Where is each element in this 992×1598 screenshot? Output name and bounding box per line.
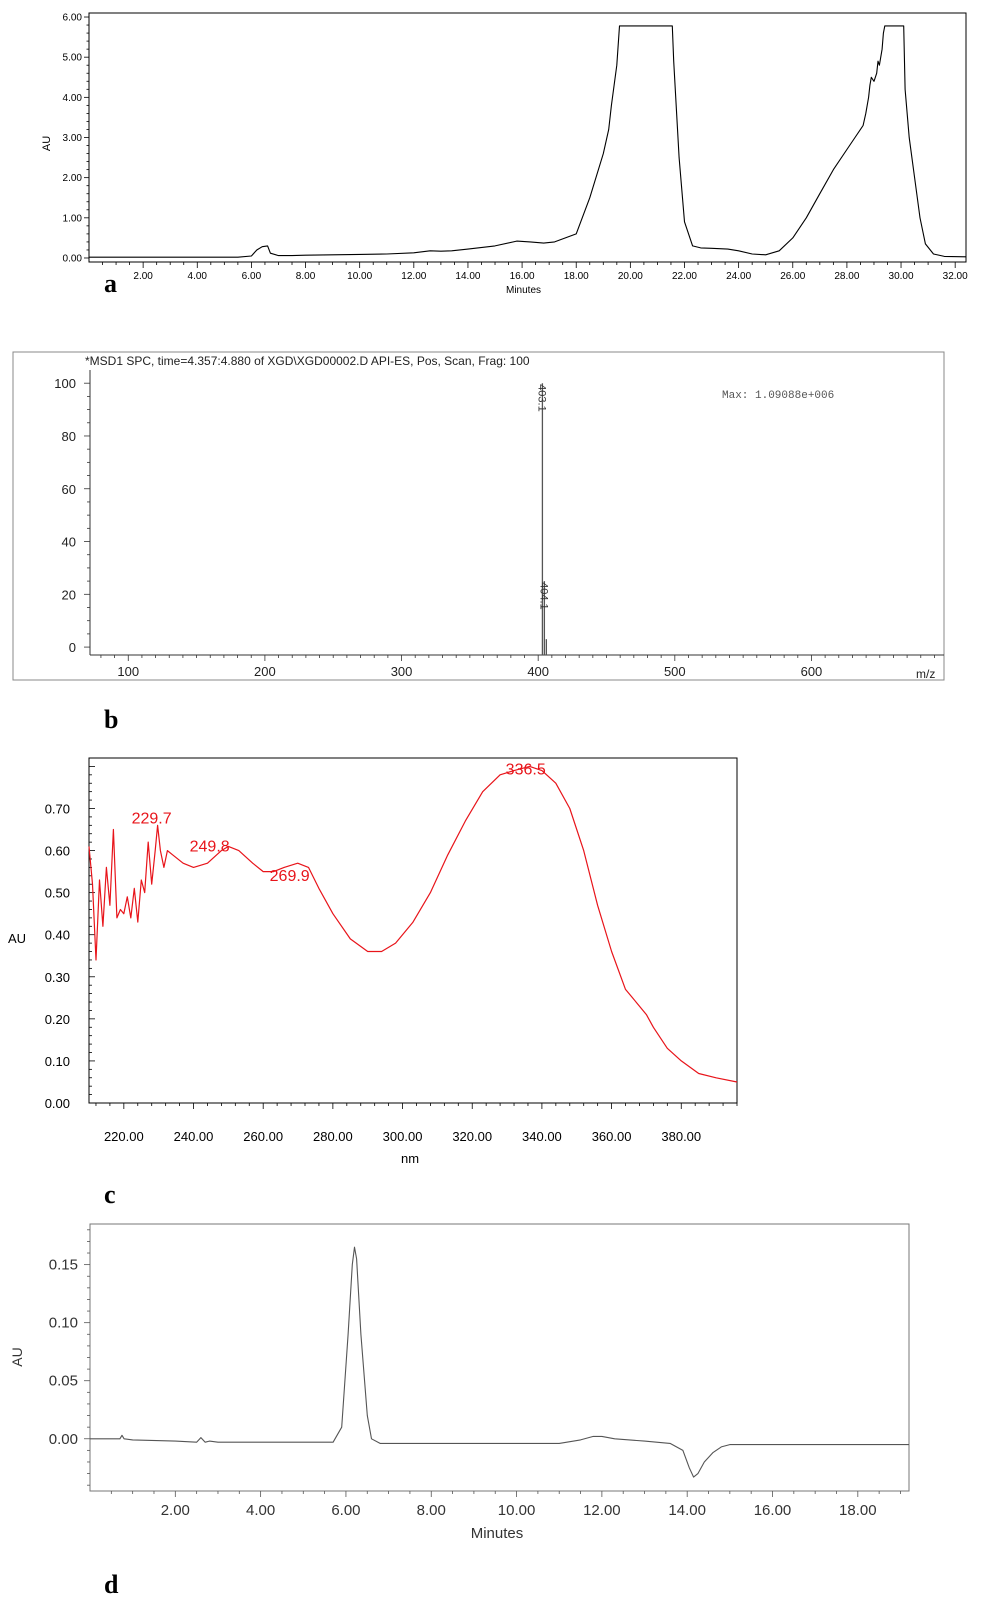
y-tick-label: 0.00: [49, 1431, 78, 1448]
panel-label-c: c: [104, 1180, 116, 1209]
y-tick-label: 40: [62, 535, 76, 550]
x-tick-label: 220.00: [104, 1129, 144, 1144]
y-tick-label: 0: [69, 640, 76, 655]
peak-label: 404.1: [537, 582, 549, 610]
peak-label: 229.7: [132, 810, 172, 827]
peak-label: 336.5: [506, 761, 546, 778]
x-tick-label: 10.00: [347, 271, 372, 282]
y-tick-label: 0.60: [45, 844, 70, 859]
panel-label-d: d: [104, 1570, 119, 1598]
x-tick-label: 8.00: [417, 1502, 446, 1519]
x-tick-label: 360.00: [592, 1129, 632, 1144]
x-tick-label: 320.00: [452, 1129, 492, 1144]
x-tick-label: 14.00: [455, 271, 480, 282]
x-tick-label: 4.00: [246, 1502, 275, 1519]
x-tick-label: 100: [117, 664, 139, 679]
y-tick-label: 0.15: [49, 1257, 78, 1274]
chart-c: 220.00 240.00 260.00 280.00 300.00 320.00 340.…: [8, 757, 738, 1166]
y-tick-label: 2.00: [63, 173, 83, 184]
x-tick-label: 280.00: [313, 1129, 353, 1144]
y-tick-label: 5.00: [63, 53, 83, 64]
y-tick-label: 0.70: [45, 801, 70, 816]
y-tick-label: 0.10: [49, 1315, 78, 1332]
x-tick-label: 32.00: [943, 271, 968, 282]
x-axis-label: nm: [401, 1151, 419, 1166]
plot-frame: [88, 12, 967, 263]
x-tick-label: 6.00: [242, 271, 262, 282]
series-line: [90, 1246, 909, 1478]
y-tick-label: 0.30: [45, 970, 70, 985]
y-tick-label: 80: [62, 429, 76, 444]
x-tick-label: 240.00: [174, 1129, 214, 1144]
y-tick-label: 0.10: [45, 1054, 70, 1069]
y-tick-label: 0.40: [45, 928, 70, 943]
x-tick-label: 600: [801, 664, 823, 679]
y-tick-label: 0.00: [63, 253, 83, 264]
y-tick-label: 6.00: [63, 13, 83, 24]
x-tick-label: 500: [664, 664, 686, 679]
series-line: [89, 25, 967, 258]
x-tick-label: 26.00: [780, 271, 805, 282]
x-tick-label: 10.00: [498, 1502, 536, 1519]
x-axis-label: Minutes: [506, 285, 541, 296]
x-tick-label: 24.00: [726, 271, 751, 282]
x-tick-label: 18.00: [564, 271, 589, 282]
max-annotation: Max: 1.09088e+006: [722, 390, 834, 402]
x-tick-label: 300: [391, 664, 413, 679]
y-tick-label: 100: [54, 376, 76, 391]
x-tick-label: 340.00: [522, 1129, 562, 1144]
plot-frame: [89, 1223, 910, 1492]
peak-label: 249.8: [190, 838, 230, 855]
x-tick-label: 260.00: [243, 1129, 283, 1144]
y-tick-label: 1.00: [63, 213, 83, 224]
chart-a: 2.00 4.00 6.00 8.00 10.00 12.00 14.00 16.00 18.0…: [41, 12, 968, 296]
panel-label-b: b: [104, 705, 118, 734]
x-tick-label: 2.00: [161, 1502, 190, 1519]
x-tick-label: 2.00: [133, 271, 153, 282]
x-tick-label: 28.00: [834, 271, 859, 282]
x-tick-label: 12.00: [583, 1502, 621, 1519]
x-tick-label: 22.00: [672, 271, 697, 282]
panel-label-a: a: [104, 269, 117, 298]
y-tick-label: 60: [62, 482, 76, 497]
y-axis-label: AU: [9, 1347, 25, 1366]
x-tick-label: 16.00: [510, 271, 535, 282]
y-tick-label: 0.05: [49, 1373, 78, 1390]
x-tick-label: 30.00: [889, 271, 914, 282]
x-tick-label: 16.00: [754, 1502, 792, 1519]
x-tick-label: 6.00: [331, 1502, 360, 1519]
chart-b: *MSD1 SPC, time=4.357:4.880 of XGD\XGD00…: [12, 351, 945, 681]
y-tick-label: 20: [62, 587, 76, 602]
x-axis-label: Minutes: [471, 1525, 524, 1542]
x-tick-label: 12.00: [401, 271, 426, 282]
series-line: [88, 765, 738, 1083]
plot-frame: [88, 757, 738, 1104]
x-tick-label: 8.00: [296, 271, 316, 282]
peak-label: 403.1: [535, 384, 547, 412]
y-axis-label: AU: [41, 136, 53, 151]
y-tick-label: 0.00: [45, 1096, 70, 1111]
y-axis-label: AU: [8, 931, 26, 946]
y-tick-label: 0.20: [45, 1012, 70, 1027]
x-axis-label: m/z: [916, 667, 935, 681]
panel-border: [12, 351, 945, 681]
chart-d: 2.00 4.00 6.00 8.00 10.00 12.00 14.00 16.00 18.0…: [9, 1223, 910, 1542]
peak-label: 269.9: [270, 868, 310, 885]
x-tick-label: 14.00: [668, 1502, 706, 1519]
y-tick-label: 4.00: [63, 93, 83, 104]
x-tick-label: 300.00: [383, 1129, 423, 1144]
x-tick-label: 4.00: [188, 271, 208, 282]
x-tick-label: 20.00: [618, 271, 643, 282]
chart-title: *MSD1 SPC, time=4.357:4.880 of XGD\XGD00…: [85, 354, 530, 368]
y-tick-label: 0.50: [45, 886, 70, 901]
y-tick-label: 3.00: [63, 133, 83, 144]
x-tick-label: 200: [254, 664, 276, 679]
x-tick-label: 400: [527, 664, 549, 679]
x-tick-label: 380.00: [661, 1129, 701, 1144]
x-tick-label: 18.00: [839, 1502, 877, 1519]
